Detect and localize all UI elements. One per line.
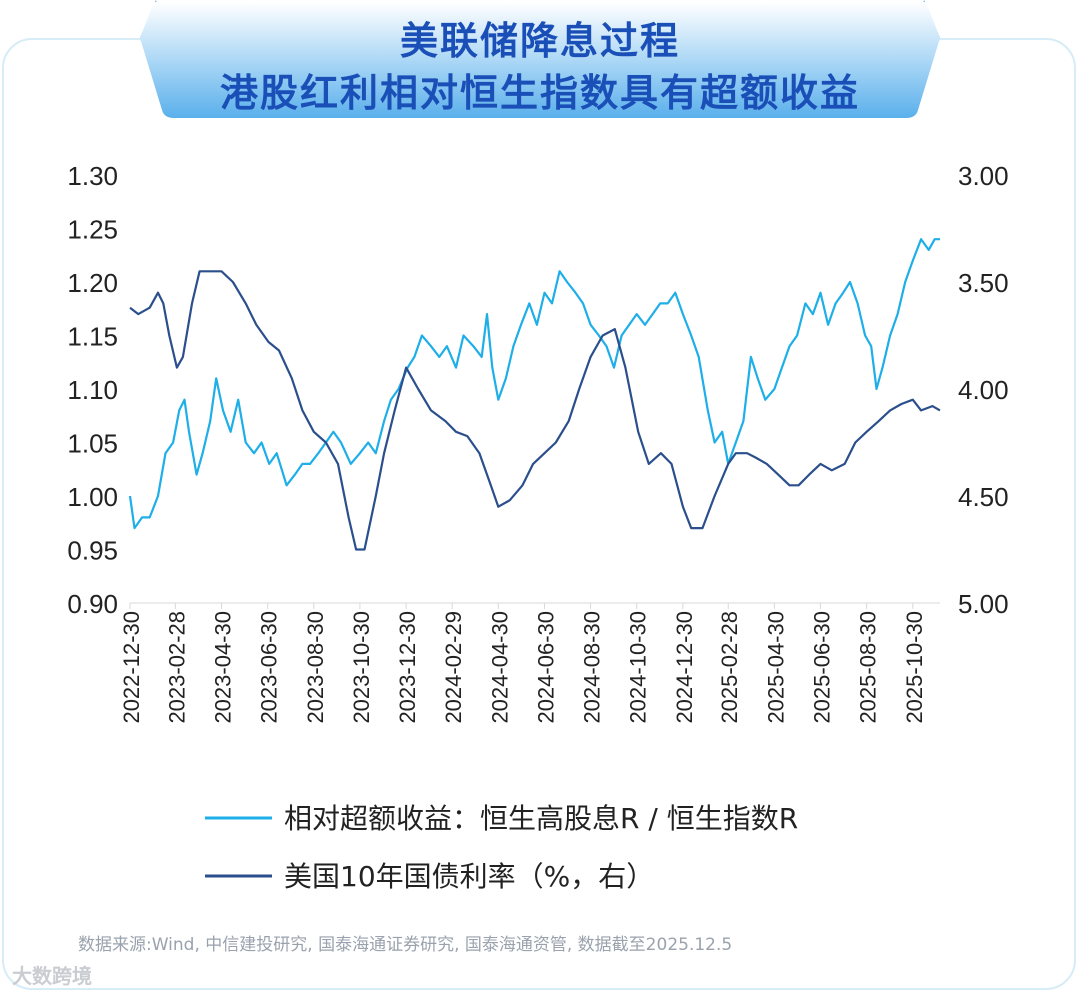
- x-tick-label: 2023-12-30: [395, 611, 420, 724]
- left-tick-label: 1.10: [67, 375, 118, 405]
- right-tick-label: 3.50: [958, 268, 1009, 298]
- title-line-1: 美联储降息过程: [399, 19, 680, 63]
- x-tick-label: 2023-06-30: [257, 611, 282, 724]
- watermark: 大数跨境: [12, 964, 92, 988]
- chart-card: [2, 38, 1076, 990]
- left-tick-label: 0.90: [67, 589, 118, 619]
- x-tick-label: 2025-08-30: [856, 611, 881, 724]
- x-tick-label: 2022-12-30: [119, 611, 144, 724]
- x-tick-label: 2023-08-30: [303, 611, 328, 724]
- left-tick-label: 1.20: [67, 268, 118, 298]
- x-tick-label: 2024-02-29: [441, 611, 466, 724]
- x-tick-label: 2025-02-28: [717, 611, 742, 724]
- left-tick-label: 1.05: [67, 429, 118, 459]
- left-tick-label: 1.15: [67, 322, 118, 352]
- x-tick-label: 2024-12-30: [672, 611, 697, 724]
- left-tick-label: 0.95: [67, 536, 118, 566]
- x-tick-label: 2025-06-30: [810, 611, 835, 724]
- legend-label: 相对超额收益：恒生高股息R / 恒生指数R: [284, 802, 798, 835]
- x-tick-label: 2023-10-30: [349, 611, 374, 724]
- left-tick-label: 1.25: [67, 215, 118, 245]
- x-tick-label: 2024-04-30: [487, 611, 512, 724]
- series-line-us10y-yield: [129, 270, 941, 551]
- left-tick-label: 1.00: [67, 482, 118, 512]
- x-tick-label: 2025-10-30: [902, 611, 927, 724]
- banner-body: [140, 2, 940, 118]
- x-tick-label: 2024-10-30: [626, 611, 651, 724]
- title-banner: 美联储降息过程 港股红利相对恒生指数具有超额收益: [140, 0, 940, 118]
- right-tick-label: 5.00: [958, 589, 1009, 619]
- title-banner-shape: [140, 0, 940, 118]
- title-line-2: 港股红利相对恒生指数具有超额收益: [219, 71, 860, 115]
- x-tick-label: 2025-04-30: [763, 611, 788, 724]
- x-tick-label: 2023-04-30: [211, 611, 236, 724]
- legend-label: 美国10年国债利率（%，右）: [284, 860, 654, 893]
- x-tick-label: 2024-06-30: [533, 611, 558, 724]
- source-note: 数据来源:Wind, 中信建投研究, 国泰海通证券研究, 国泰海通资管, 数据截…: [78, 935, 733, 955]
- x-tick-label: 2024-08-30: [580, 611, 605, 724]
- left-tick-label: 1.30: [67, 161, 118, 191]
- right-tick-label: 4.50: [958, 482, 1009, 512]
- right-tick-label: 3.00: [958, 161, 1009, 191]
- series-line-excess-return: [128, 238, 940, 530]
- right-tick-label: 4.00: [958, 375, 1009, 405]
- x-tick-label: 2023-02-28: [164, 611, 189, 724]
